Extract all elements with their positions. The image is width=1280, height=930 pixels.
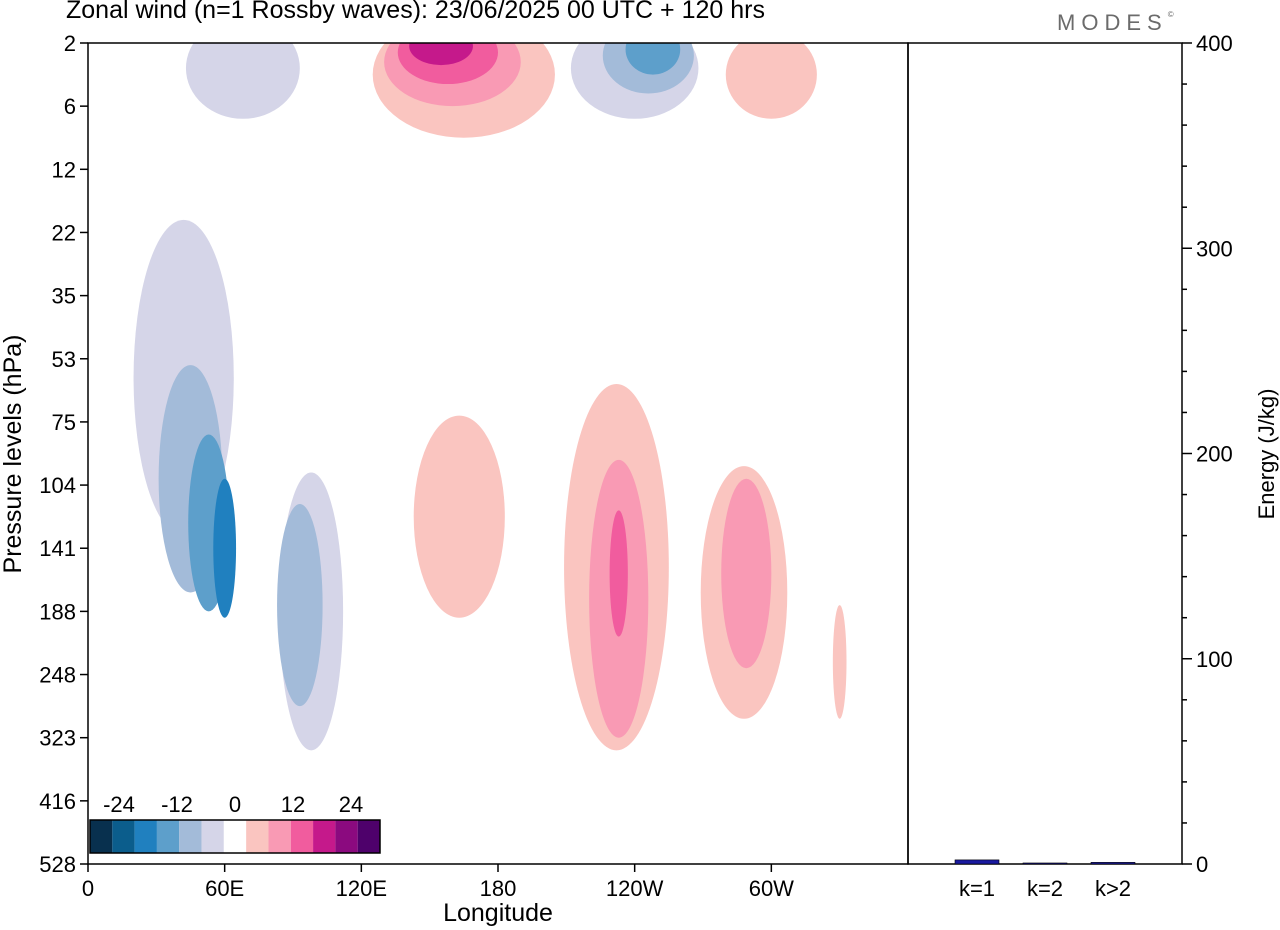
- y-tick-label: 188: [39, 599, 76, 624]
- x-tick-label: 60W: [749, 876, 794, 901]
- colorbar-tick-label: 24: [339, 792, 363, 817]
- colorbar-swatch: [313, 820, 336, 853]
- colorbar-tick-label: 12: [281, 792, 305, 817]
- colorbar-swatch: [112, 820, 135, 853]
- x-tick-label: 180: [480, 876, 517, 901]
- energy-y-tick-label: 400: [1196, 31, 1233, 56]
- energy-frame: [907, 42, 1183, 865]
- energy-bar: [1022, 862, 1068, 865]
- colorbar-swatch: [90, 820, 113, 853]
- contour-region: [721, 478, 772, 669]
- colorbar-swatch: [179, 820, 202, 853]
- y-tick-label: 528: [39, 852, 76, 877]
- contour-region: [277, 504, 323, 707]
- energy-y-tick-label: 300: [1196, 236, 1233, 261]
- contour-region: [213, 478, 237, 618]
- contour-region: [185, 43, 300, 119]
- colorbar-border: [89, 819, 381, 854]
- energy-bar: [954, 859, 1000, 865]
- colorbar-swatch: [246, 820, 269, 853]
- contour-region: [609, 510, 628, 637]
- y-tick-label: 75: [52, 410, 76, 435]
- energy-axis-label: Energy (J/kg): [1254, 389, 1279, 520]
- contour-layer: [133, 43, 847, 751]
- energy-bars: k=1 k=2 k>2: [954, 859, 1136, 901]
- energy-bar: [1090, 862, 1136, 865]
- x-axis-label: Longitude: [443, 899, 553, 927]
- y-axis-label: Pressure levels (hPa): [0, 335, 27, 574]
- x-axis: 0 60E 120E 180 120W 60W: [82, 864, 794, 901]
- chart-title: Zonal wind (n=1 Rossby waves): 23/06/202…: [66, 0, 765, 24]
- contour-region: [413, 415, 505, 618]
- colorbar: -24 -12 0 12 24: [89, 792, 381, 854]
- logo-mark: ©: [1167, 10, 1174, 19]
- energy-category-label: k=1: [959, 876, 995, 901]
- energy-category-label: k>2: [1095, 876, 1131, 901]
- logo-text: MODES: [1057, 10, 1168, 35]
- colorbar-tick-label: 0: [229, 792, 241, 817]
- colorbar-swatch: [134, 820, 157, 853]
- colorbar-swatch: [335, 820, 358, 853]
- energy-y-tick-label: 100: [1196, 647, 1233, 672]
- colorbar-swatch: [156, 820, 180, 853]
- colorbar-swatch: [201, 820, 224, 853]
- x-tick-label: 60E: [205, 876, 244, 901]
- energy-category-label: k=2: [1027, 876, 1063, 901]
- energy-axis: 0 100 200 300 400: [1182, 31, 1233, 877]
- energy-y-tick-label: 0: [1196, 852, 1208, 877]
- y-tick-label: 53: [52, 347, 76, 372]
- y-tick-label: 12: [52, 157, 76, 182]
- x-tick-label: 0: [82, 876, 94, 901]
- contour-region: [625, 43, 681, 75]
- modes-logo: MODES©: [1057, 10, 1174, 36]
- colorbar-swatch: [357, 820, 380, 853]
- y-tick-label: 35: [52, 284, 76, 309]
- contour-region: [409, 43, 473, 66]
- x-tick-label: 120E: [336, 876, 387, 901]
- contour-region: [832, 605, 847, 719]
- colorbar-swatch: [268, 820, 291, 853]
- y-tick-label: 141: [39, 536, 76, 561]
- y-axis: 2 6 12 22 35 53 75 104 141 188 248 323 416 528: [39, 31, 88, 877]
- colorbar-swatch: [290, 820, 314, 853]
- y-tick-label: 248: [39, 663, 76, 688]
- y-tick-label: 104: [39, 473, 76, 498]
- x-tick-label: 120W: [606, 876, 664, 901]
- y-tick-label: 6: [64, 94, 76, 119]
- colorbar-tick-label: -24: [103, 792, 135, 817]
- contour-region: [725, 43, 817, 119]
- y-tick-label: 22: [52, 220, 76, 245]
- colorbar-tick-label: -12: [161, 792, 193, 817]
- y-tick-label: 2: [64, 31, 76, 56]
- colorbar-swatch: [223, 820, 247, 853]
- energy-y-tick-label: 200: [1196, 442, 1233, 467]
- y-tick-label: 323: [39, 726, 76, 751]
- y-tick-label: 416: [39, 789, 76, 814]
